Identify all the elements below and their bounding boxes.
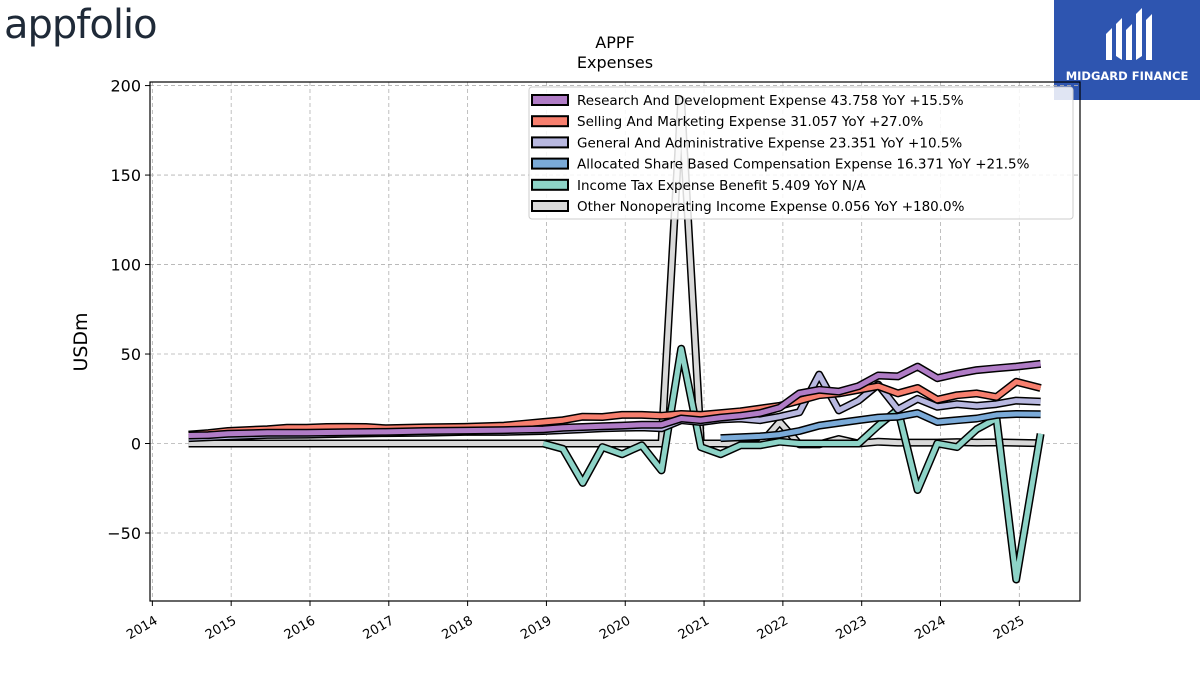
midgard-finance-label: MIDGARD FINANCE <box>1065 69 1189 83</box>
series-0 <box>188 359 1042 440</box>
series-line <box>720 410 1041 441</box>
legend: Research And Development Expense 43.758 … <box>528 86 1074 220</box>
y-tick-label: 200 <box>110 77 141 96</box>
legend-label: Selling And Marketing Expense 31.057 YoY… <box>577 114 923 130</box>
y-tick-label: 50 <box>121 345 141 364</box>
appfolio-logo: appfolio <box>4 2 158 48</box>
series-line <box>188 379 1042 438</box>
legend-swatch <box>531 200 569 212</box>
y-tick-label: 150 <box>110 166 141 185</box>
chart-subtitle: Expenses <box>577 53 653 72</box>
x-tick-label: 2015 <box>203 613 239 643</box>
legend-label: General And Administrative Expense 23.35… <box>577 135 962 151</box>
series-1 <box>188 377 1042 439</box>
x-tick-label: 2025 <box>991 613 1027 643</box>
series-line-outline <box>542 344 1045 584</box>
x-tick-label: 2014 <box>124 613 160 643</box>
plot-frame <box>149 81 1081 602</box>
series-line <box>542 346 1044 582</box>
x-axis: 2014 2015 2016 2017 2018 2019 2020 2021 2022 2023… <box>124 601 1027 643</box>
x-tick-label: 2017 <box>361 613 397 643</box>
x-tick-label: 2021 <box>676 613 712 643</box>
x-tick-label: 2020 <box>597 613 633 643</box>
y-tick-label: −50 <box>107 524 141 543</box>
x-tick-label: 2023 <box>834 613 870 643</box>
series-4 <box>542 344 1045 584</box>
y-axis: 200 150 100 50 0 −50 <box>107 77 150 543</box>
legend-box <box>528 86 1074 220</box>
chart-title: APPF <box>595 33 634 52</box>
legend-label: Other Nonoperating Income Expense 0.056 … <box>577 199 965 215</box>
legend-swatch <box>531 136 569 149</box>
legend-swatch <box>531 115 569 128</box>
legend-label: Income Tax Expense Benefit 5.409 YoY N/A <box>577 178 866 194</box>
y-tick-label: 100 <box>110 256 141 275</box>
legend-swatch <box>531 157 569 170</box>
series-lines <box>188 95 1045 584</box>
x-tick-label: 2016 <box>282 613 318 643</box>
series-line <box>188 361 1041 438</box>
x-tick-label: 2018 <box>439 613 475 643</box>
legend-label: Research And Development Expense 43.758 … <box>577 93 964 109</box>
y-axis-label: USDm <box>70 312 92 371</box>
midgard-finance-logo: MIDGARD FINANCE <box>1054 0 1200 100</box>
legend-swatch <box>531 94 569 106</box>
x-tick-label: 2024 <box>912 613 948 643</box>
x-tick-label: 2022 <box>755 613 791 643</box>
legend-swatch <box>531 178 569 191</box>
x-tick-label: 2019 <box>518 613 554 643</box>
legend-label: Allocated Share Based Compensation Expen… <box>577 157 1030 173</box>
series-3 <box>720 409 1041 443</box>
midgard-emblem-icon <box>1106 8 1152 60</box>
y-tick-label: 0 <box>131 435 141 454</box>
